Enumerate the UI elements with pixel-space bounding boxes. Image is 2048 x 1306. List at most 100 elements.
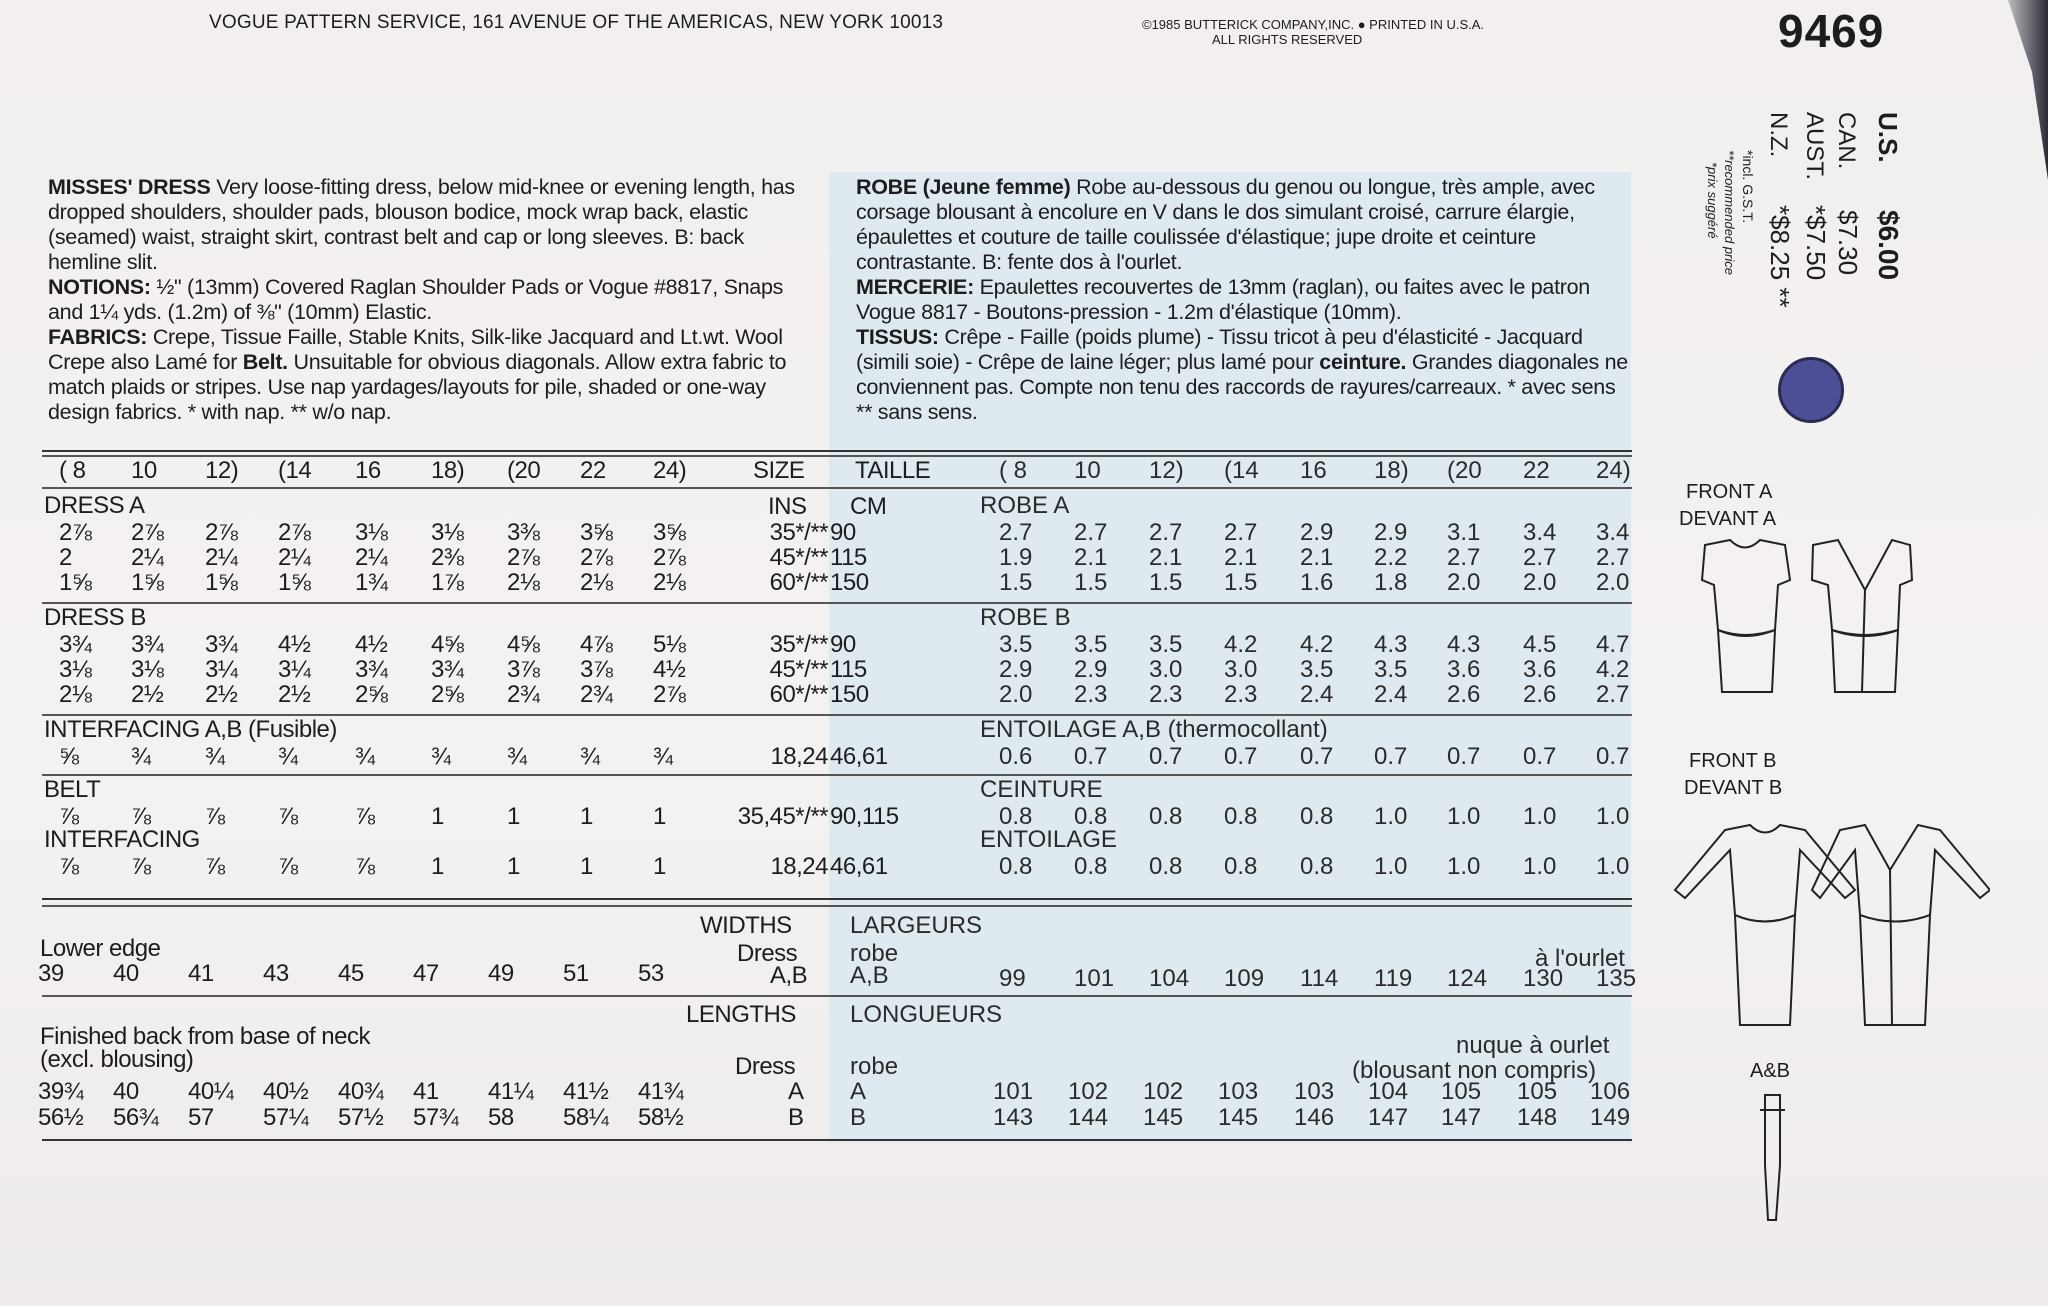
description-fr-text: Robe au-dessous du genou ou longue, très… [856,175,1595,274]
longueur-cell: 143 [993,1104,1034,1131]
metrage-cell: 1.0 [1447,853,1481,880]
french-panel-background [829,172,1631,1142]
metrage-cell: 2.1 [1074,544,1108,571]
width-cell: 47 [413,960,439,987]
price-us-label: U.S. [1873,112,1903,163]
metrage-cell: 4.7 [1596,631,1630,658]
largeur-cell: 130 [1523,965,1564,992]
metrage-cell: 2.7 [1149,519,1183,546]
recommended-note: **recommended price [1722,150,1737,276]
yardage-cell: 2¾ [507,681,540,708]
metrage-cell: 2.7 [1074,519,1108,546]
yardage-cell: 2½ [131,681,164,708]
price-us: $6.00 [1873,210,1904,281]
table-rule [42,487,1632,489]
metrage-cell: 2.3 [1149,681,1183,708]
yardage-cell: 2¼ [355,544,388,571]
width-cell: 41 [188,960,214,987]
yardage-cell: ⅞ [131,803,151,830]
fabric-width-cm: 46,61 [830,853,888,880]
yardage-cell: 1⅝ [131,569,164,596]
yardage-cell: 4½ [355,631,388,658]
yardage-cell: 1⅝ [59,569,92,596]
longueur-cell: 104 [1368,1078,1409,1105]
fabrics-text-2: Unsuitable for obvious diagonals. Allow … [48,350,787,424]
devant-b-label: DEVANT B [1684,777,1783,799]
metrage-cell: 2.6 [1447,681,1481,708]
yardage-cell: 3¾ [431,656,464,683]
longueur-cell: 105 [1441,1078,1482,1105]
yardage-cell: ⅞ [278,803,298,830]
taille-header: 22 [1523,457,1550,484]
yardage-cell: 3¾ [59,631,92,658]
metrage-cell: 2.1 [1149,544,1183,571]
yardage-cell: 2⅞ [507,544,540,571]
yardage-cell: ¾ [278,743,298,770]
size-header: 22 [580,457,606,484]
fabric-width-ins: 18,24 [770,853,828,880]
metrage-cell: 0.6 [999,743,1033,770]
yardage-cell: 3⅛ [131,656,164,683]
yardage-cell: 3¾ [205,631,238,658]
length-cell: 41½ [563,1078,609,1105]
length-cell: 58¼ [563,1104,609,1131]
yardage-cell: 3⅝ [653,519,686,546]
tissus-text: Crêpe - Faille (poids plume) - Tissu tri… [856,325,1583,374]
tissus-belt: ceinture. [1319,350,1407,374]
width-cell: 40 [113,960,139,987]
yardage-cell: ⅞ [355,853,375,880]
lengths-robe-label: robe [850,1053,899,1080]
price-can: $7.30 [1833,210,1863,276]
yardage-cell: 1 [653,803,666,830]
length-cell: 40½ [263,1078,309,1105]
metrage-cell: 3.4 [1596,519,1630,546]
yardage-cell: 1⅞ [431,569,464,596]
table-rule [42,995,1632,997]
yardage-cell: 1 [431,853,444,880]
rights-reserved: ALL RIGHTS RESERVED [1212,32,1363,47]
section-label: DRESS B [44,604,146,631]
metrage-cell: 4.3 [1447,631,1481,658]
yardage-cell: 2¼ [205,544,238,571]
taille-header: (20 [1447,457,1482,484]
metrage-cell: 4.2 [1224,631,1258,658]
size-header: 24) [653,457,687,484]
metrage-cell: 0.7 [1374,743,1408,770]
metrage-cell: 1.9 [999,544,1033,571]
yardage-cell: 4⅝ [507,631,540,658]
tissus-label: TISSUS: [856,325,939,349]
yardage-cell: 1 [507,803,520,830]
color-dot [1778,357,1844,423]
widths-dress-label: Dress [737,940,798,967]
yardage-cell: 2⅝ [431,681,464,708]
yardage-cell: ⅞ [278,853,298,880]
length-cell: 58 [488,1104,514,1131]
metrage-cell: 1.5 [1074,569,1108,596]
metrage-cell: 1.0 [1596,853,1630,880]
yardage-cell: 3¾ [355,656,388,683]
front-b-label: FRONT B [1689,750,1777,772]
largeur-cell: 109 [1224,965,1265,992]
metrage-cell: 4.2 [1300,631,1334,658]
yardage-cell: ¾ [131,743,151,770]
tissus-text-2: Grandes diagonales ne conviennent pas. C… [856,350,1628,424]
yardage-cell: ¾ [205,743,225,770]
length-cell: 56¾ [113,1104,159,1131]
metrage-cell: 3.6 [1447,656,1481,683]
description-english: MISSES' DRESS Very loose-fitting dress, … [48,175,813,425]
metrage-cell: 2.7 [1596,681,1630,708]
yardage-cell: 3⅛ [355,519,388,546]
metrage-cell: 2.9 [1374,519,1408,546]
description-title: MISSES' DRESS [48,175,211,199]
taille-header: ( 8 [999,457,1028,484]
fabrics-belt: Belt. [242,350,288,374]
metrage-cell: 1.0 [1523,803,1557,830]
yardage-cell: 4⅞ [580,631,613,658]
front-b-drawing [1673,823,1857,1026]
price-aust-label: AUST. [1801,112,1828,181]
price-aust: *$7.50 [1801,205,1831,281]
metrage-cell: 4.2 [1596,656,1630,683]
metrage-cell: 3.0 [1149,656,1183,683]
metrage-cell: 4.5 [1523,631,1557,658]
metrage-cell: 2.1 [1224,544,1258,571]
